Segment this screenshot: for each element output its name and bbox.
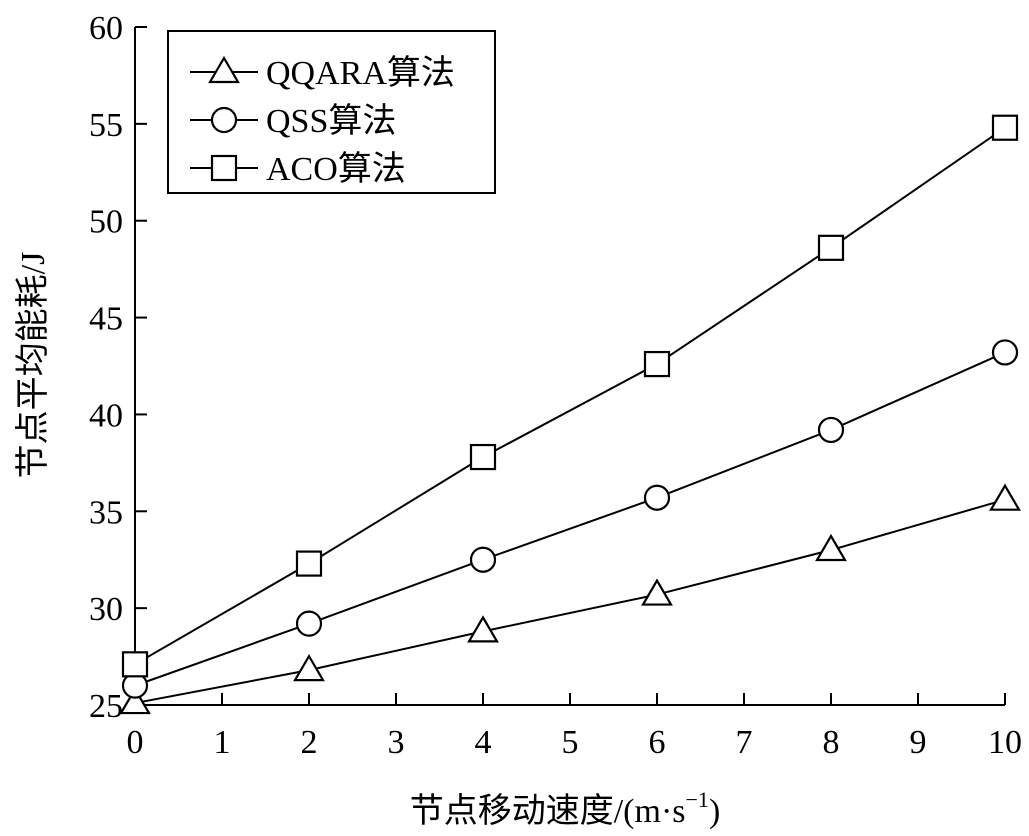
legend-entry: ACO算法 [190,150,406,188]
x-axis-title: 节点移动速度/(m·s−1) [410,787,721,830]
data-point-circle [817,416,845,444]
legend-entry: QQARA算法 [190,54,455,92]
x-axis-title-superscript: −1 [686,787,709,812]
data-point-square [991,114,1019,141]
x-tick-label: 6 [649,724,666,761]
y-tick-label: 30 [89,591,123,628]
x-tick-label: 4 [475,724,492,761]
data-point-square [643,350,671,378]
x-tick-label: 2 [301,724,318,761]
series-circle [121,339,1019,699]
data-point-square [295,550,323,577]
series-line [134,126,1006,666]
legend-entry: QSS算法 [190,102,396,140]
x-tick-label: 0 [127,724,144,761]
data-point-circle [469,546,497,573]
legend-marker-circle [210,106,238,134]
legend-label: ACO算法 [266,150,406,188]
x-tick-label: 1 [214,724,231,761]
x-axis-title-main: 节点移动速度/(m·s [410,792,686,830]
y-tick-label: 25 [89,688,123,725]
x-tick-label: 8 [823,724,840,761]
legend: QQARA算法 QSS算法 ACO算法 [167,30,496,194]
series-line [134,351,1006,687]
data-point-triangle [293,653,325,682]
x-tick-label: 3 [388,724,405,761]
x-tick-label: 10 [988,724,1022,761]
x-tick-label: 5 [562,724,579,761]
legend-label: QSS算法 [266,102,396,140]
y-tick-label: 50 [89,204,123,241]
y-tick-label: 40 [89,397,123,434]
x-tick-label: 7 [736,724,753,761]
y-tick-label: 60 [89,10,123,47]
data-point-triangle [119,686,151,715]
series-triangle [119,483,1021,715]
data-point-triangle [989,483,1021,511]
data-point-triangle [467,615,499,643]
data-point-circle [643,484,671,511]
y-tick-label: 35 [89,494,123,531]
legend-marker-square [210,154,238,182]
y-tick-label: 45 [89,301,123,338]
data-point-circle [991,339,1019,366]
x-tick-label: 9 [910,724,927,761]
series-square [121,114,1019,678]
series-group [119,114,1021,715]
legend-label: QQARA算法 [266,54,455,92]
y-tick-label: 55 [89,107,123,144]
x-axis-title-close: ) [709,793,720,830]
data-point-triangle [815,533,847,562]
legend-marker-triangle [208,55,240,84]
data-point-square [469,443,497,471]
series-line [134,498,1006,705]
data-point-circle [295,610,323,637]
y-axis-title: 节点平均能耗/J [14,252,52,479]
data-point-square [121,651,149,678]
data-point-square [817,234,845,261]
data-point-triangle [641,578,673,606]
